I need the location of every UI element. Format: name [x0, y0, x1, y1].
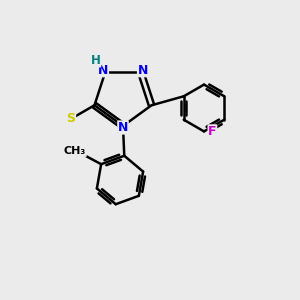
- Text: F: F: [208, 125, 217, 138]
- Text: H: H: [91, 54, 101, 67]
- Text: N: N: [118, 121, 128, 134]
- Text: N: N: [137, 64, 148, 77]
- Text: CH₃: CH₃: [64, 146, 86, 156]
- Text: N: N: [98, 64, 109, 77]
- Text: S: S: [67, 112, 76, 125]
